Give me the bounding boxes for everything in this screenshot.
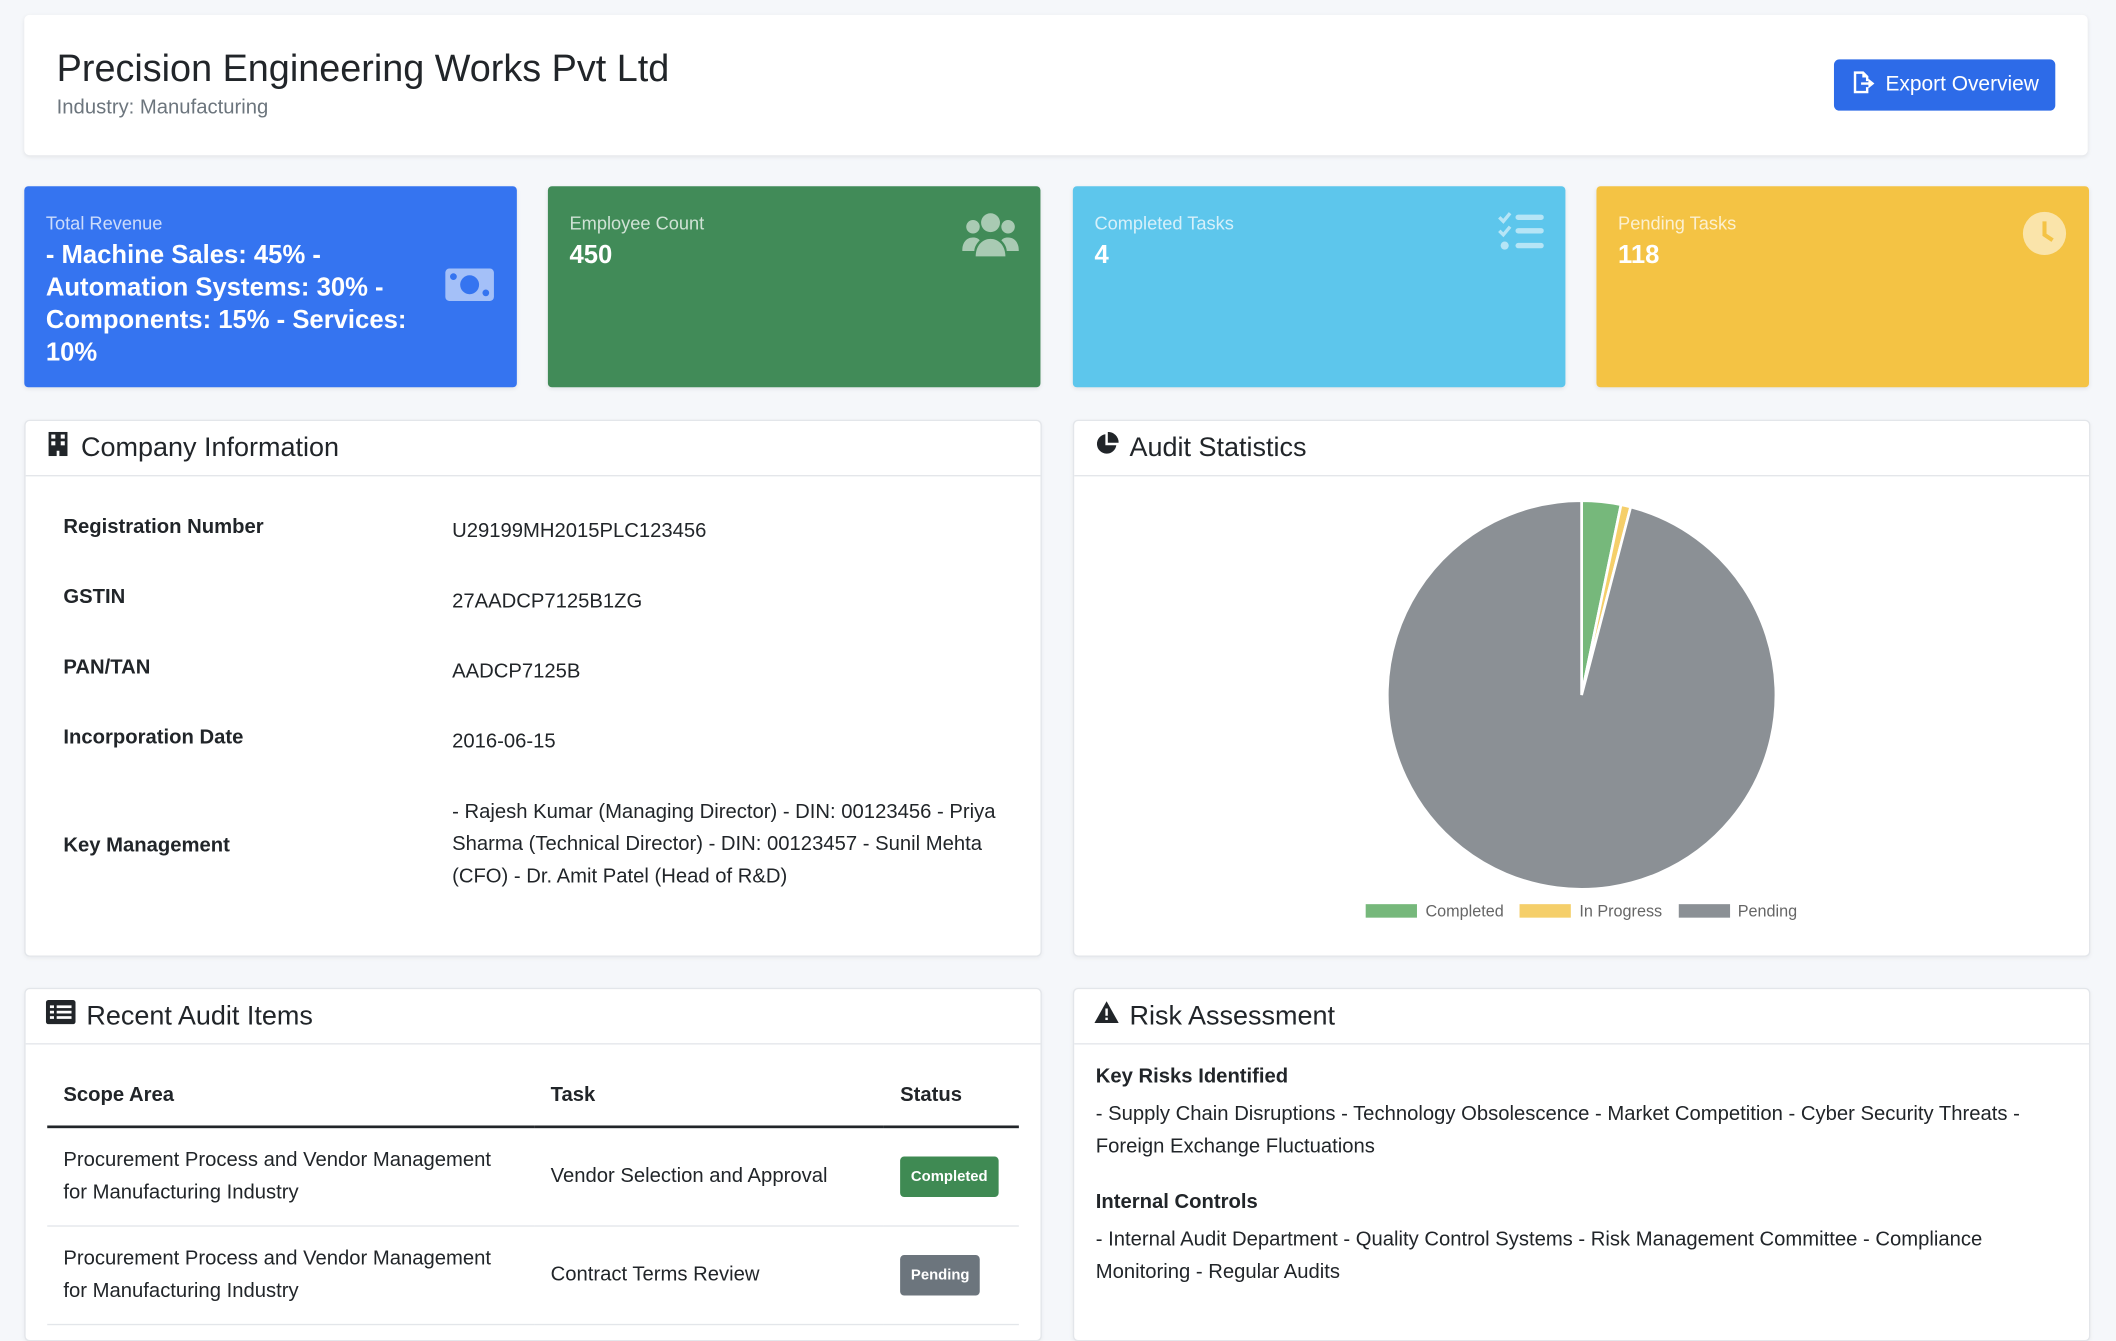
panel-title: Audit Statistics	[1129, 432, 1307, 463]
column-header: Scope Area	[47, 1064, 535, 1129]
users-icon	[962, 211, 1019, 266]
building-icon	[46, 431, 70, 464]
recent-audit-items-panel: Recent Audit Items Scope Area Task Statu…	[24, 987, 1042, 1341]
info-key: Registration Number	[63, 515, 264, 539]
info-key: Key Management	[63, 833, 230, 857]
stat-label: Employee Count	[569, 213, 705, 234]
info-row-gstin: GSTIN 27AADCP7125B1ZG	[47, 567, 1019, 637]
risk-assessment-panel: Risk Assessment Key Risks Identified - S…	[1072, 987, 2091, 1341]
key-risks-heading: Key Risks Identified	[1095, 1064, 1289, 1088]
info-key: Incorporation Date	[63, 726, 244, 749]
file-export-icon	[1850, 69, 1875, 100]
scope-cell: Procurement Process and Vendor Managemen…	[47, 1226, 535, 1326]
tasks-icon	[1498, 211, 1544, 258]
legend-label: In Progress	[1579, 901, 1663, 921]
panel-title: Recent Audit Items	[86, 1000, 313, 1031]
info-value: 27AADCP7125B1ZG	[452, 589, 643, 613]
status-badge: Pending	[900, 1255, 981, 1296]
pie-chart-icon	[1094, 431, 1119, 464]
money-icon	[444, 265, 495, 312]
legend-item-completed[interactable]: Completed	[1366, 901, 1504, 920]
column-header: Status	[883, 1064, 1019, 1129]
legend-label: Completed	[1425, 901, 1504, 921]
list-icon	[45, 999, 76, 1032]
company-name: Precision Engineering Works Pvt Ltd	[56, 47, 670, 90]
key-risks-text: - Supply Chain Disruptions - Technology …	[1095, 1102, 2020, 1158]
legend-swatch	[1366, 904, 1418, 918]
info-value: 2016-06-15	[452, 730, 556, 754]
info-row-key-management: Key Management - Rajesh Kumar (Managing …	[47, 777, 1019, 912]
status-cell: Completed	[883, 1126, 1019, 1227]
status-badge: Completed	[900, 1156, 999, 1198]
task-cell: Contract Terms Review	[534, 1226, 884, 1326]
info-row-registration: Registration Number U29199MH2015PLC12345…	[47, 497, 1019, 567]
stat-value: 450	[569, 241, 613, 270]
status-cell: Pending	[883, 1226, 1019, 1326]
stat-value: 4	[1094, 241, 1109, 270]
employee-count-card: Employee Count 450	[547, 186, 1041, 388]
clock-icon	[2022, 211, 2068, 264]
column-header: Task	[534, 1064, 884, 1129]
legend-swatch	[1519, 904, 1572, 918]
completed-tasks-card: Completed Tasks 4	[1072, 186, 1566, 388]
stat-label: Completed Tasks	[1094, 213, 1234, 234]
legend-swatch	[1678, 904, 1730, 918]
legend-label: Pending	[1737, 901, 1798, 921]
export-label: Export Overview	[1885, 72, 2039, 96]
legend-item-pending[interactable]: Pending	[1678, 901, 1797, 920]
export-overview-button[interactable]: Export Overview	[1833, 59, 2056, 111]
scope-cell: Procurement Process and Vendor Managemen…	[47, 1126, 535, 1227]
recent-audit-table: Scope Area Task Status Procurement Proce…	[47, 1064, 1019, 1326]
stat-label: Total Revenue	[45, 213, 163, 234]
panel-title: Company Information	[80, 432, 339, 463]
total-revenue-card: Total Revenue - Machine Sales: 45% - Aut…	[24, 186, 517, 388]
info-value: U29199MH2015PLC123456	[452, 519, 707, 543]
pending-tasks-card: Pending Tasks 118	[1596, 186, 2090, 388]
info-row-pan-tan: PAN/TAN AADCP7125B	[47, 637, 1019, 707]
chart-legend: Completed In Progress Pending	[1074, 901, 2089, 920]
table-row[interactable]: Procurement Process and Vendor Managemen…	[47, 1126, 1019, 1227]
company-info-table: Registration Number U29199MH2015PLC12345…	[47, 497, 1019, 913]
warning-icon	[1094, 1000, 1119, 1032]
panel-title: Risk Assessment	[1129, 1000, 1336, 1031]
industry-text: Industry: Manufacturing	[56, 95, 269, 119]
info-value: AADCP7125B	[452, 659, 581, 683]
audit-statistics-panel: Audit Statistics Completed In Progress Pen…	[1072, 419, 2091, 957]
table-row[interactable]: Procurement Process and Vendor Managemen…	[47, 1226, 1019, 1326]
info-key: PAN/TAN	[63, 655, 151, 679]
stat-value: 118	[1618, 241, 1660, 270]
info-value: - Rajesh Kumar (Managing Director) - DIN…	[452, 800, 996, 888]
task-cell: Vendor Selection and Approval	[534, 1126, 884, 1227]
pie-slice-pending[interactable]	[1385, 499, 1778, 891]
audit-pie-chart	[1385, 499, 1778, 891]
info-key: GSTIN	[63, 585, 126, 609]
company-information-panel: Company Information Registration Number …	[24, 419, 1042, 957]
company-header: Precision Engineering Works Pvt Ltd Indu…	[24, 14, 2088, 156]
internal-controls-text: - Internal Audit Department - Quality Co…	[1095, 1228, 1983, 1284]
stat-value: - Machine Sales: 45% - Automation System…	[45, 241, 407, 368]
legend-item-in-progress[interactable]: In Progress	[1519, 901, 1663, 921]
info-row-incorporation-date: Incorporation Date 2016-06-15	[47, 707, 1019, 777]
internal-controls-heading: Internal Controls	[1095, 1190, 1258, 1214]
stat-label: Pending Tasks	[1618, 213, 1737, 234]
